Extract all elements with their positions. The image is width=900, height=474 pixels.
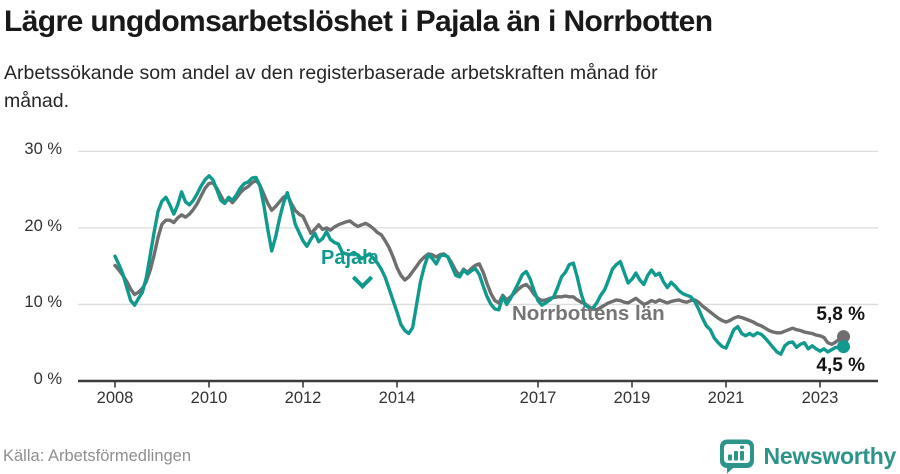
series-end-dot-norrbottens-l-n [837,330,850,344]
source-text: Källa: Arbetsförmedlingen [3,447,192,465]
x-tick-label-2008: 2008 [96,389,134,407]
series-line-pajala [113,174,846,356]
x-tick-label-2023: 2023 [801,389,839,407]
subtitle-line-2: månad. [4,90,70,112]
series-label-norrbottens-lan: Norrbottens län [512,302,665,325]
y-tick-label-0: 0 % [33,370,62,388]
series-label-pajala: Pajala [321,247,379,269]
x-tick-label-2012: 2012 [284,389,322,407]
series-line-norrbottens-l-n [113,178,846,346]
y-tick-label-30: 30 % [24,140,62,159]
subtitle-line-1: Arbetssökande som andel av den registerb… [4,62,658,84]
y-tick-label-10: 10 % [24,293,62,312]
end-value-label-norrbotten: 5,8 % [816,304,865,325]
brand-name: Newsworthy [763,443,897,469]
newsworthy-brand: Newsworthy [719,439,896,474]
series-end-dot-pajala [837,340,850,354]
x-tick-label-2014: 2014 [378,389,416,407]
x-tick-label-2010: 2010 [190,389,228,407]
x-tick-label-2017: 2017 [519,389,557,407]
newsworthy-logo-icon [719,439,754,474]
chart-subtitle: Arbetssökande som andel av den registerb… [4,59,864,115]
x-tick-label-2021: 2021 [707,389,745,407]
end-value-label-pajala: 4,5 % [816,355,865,376]
y-tick-label-20: 20 % [24,216,62,235]
x-tick-label-2019: 2019 [613,389,651,407]
page-title: Lägre ungdomsarbetslöshet i Pajala än i … [4,5,713,38]
